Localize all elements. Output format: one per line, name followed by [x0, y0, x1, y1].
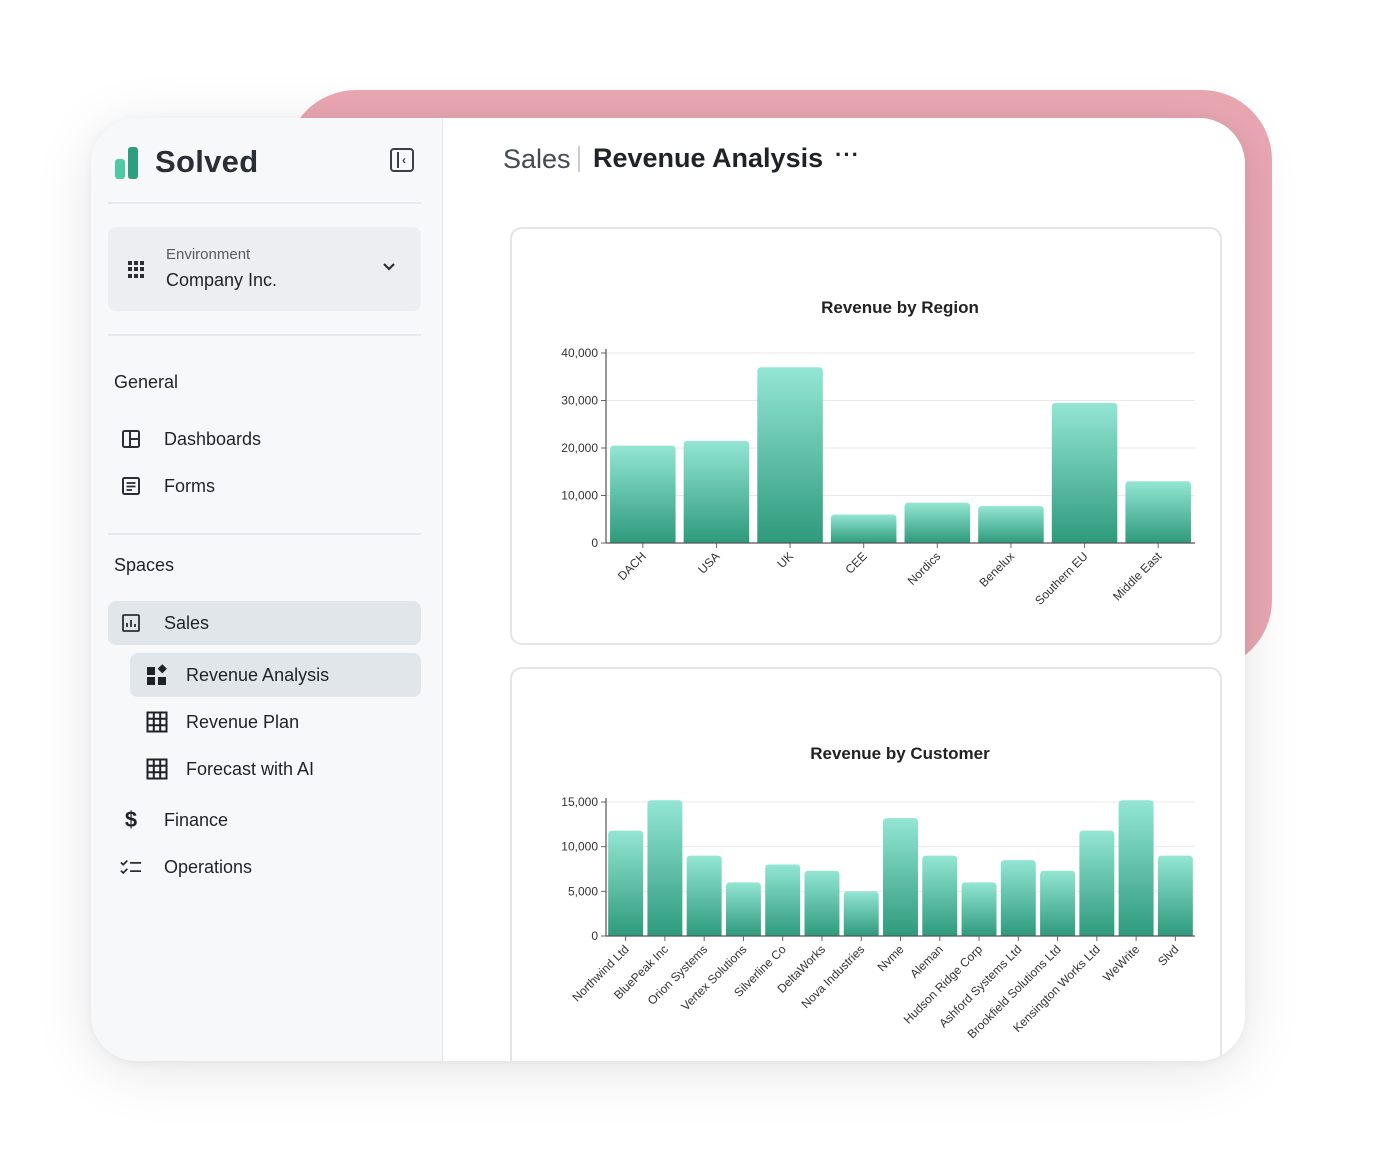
bar[interactable] [610, 445, 676, 543]
x-tick-label: UK [774, 549, 796, 571]
bar[interactable] [1051, 402, 1118, 543]
sidebar-item-forms[interactable]: Forms [108, 464, 421, 508]
sidebar-item-label: Dashboards [164, 428, 262, 449]
sidebar-item-forecast-with-ai[interactable]: Forecast with AI [130, 747, 421, 791]
sidebar-item-label: Forms [164, 475, 215, 496]
breadcrumb[interactable]: Sales [503, 144, 571, 174]
divider [108, 334, 421, 336]
breadcrumb-separator [578, 146, 580, 172]
sidebar-item-label: Operations [164, 856, 253, 877]
x-tick-label: Slvd [1155, 942, 1181, 968]
sidebar-item-operations[interactable]: Operations [108, 845, 421, 889]
bar[interactable] [978, 505, 1044, 543]
bar[interactable] [1118, 800, 1154, 936]
bar[interactable] [922, 855, 958, 936]
chart-title: Revenue by Customer [810, 744, 990, 763]
x-tick-label: Nordics [905, 549, 944, 588]
chart-revenue-by-region: Revenue by Region 0 10,000 20,000 30,000 40,0… [561, 298, 1195, 608]
x-tick-label: Southern EU [1032, 549, 1090, 607]
brand: Solved [115, 144, 258, 180]
bar[interactable] [1000, 860, 1036, 936]
checklist-icon [120, 856, 142, 878]
y-tick-label: 10,000 [561, 840, 598, 854]
bar[interactable] [830, 514, 897, 544]
bar[interactable] [765, 864, 801, 936]
bar[interactable] [725, 882, 761, 936]
environment-value: Company Inc. [166, 270, 278, 290]
sidebar-item-revenue-plan[interactable]: Revenue Plan [130, 700, 421, 744]
sidebar-item-label: Revenue Plan [186, 711, 300, 732]
more-options-icon[interactable]: ··· [835, 142, 860, 167]
bar[interactable] [961, 882, 997, 936]
page-title: Revenue Analysis [593, 143, 824, 173]
x-tick-label: Aleman [907, 942, 946, 981]
bar[interactable] [1040, 870, 1076, 936]
x-tick-label: USA [695, 549, 722, 576]
app-window: Solved ‹ Environment Company Inc. Genera… [91, 118, 1245, 1061]
section-title-general: General [114, 372, 179, 392]
brand-logo-icon [115, 145, 141, 179]
environment-selector[interactable]: Environment Company Inc. [108, 227, 421, 311]
x-tick-label: Benelux [976, 549, 1017, 590]
bar-chart-icon [120, 612, 142, 634]
chart-revenue-by-customer: Revenue by Customer05,00010,00015,000Nor… [561, 744, 1195, 1041]
dashboard-icon [120, 428, 142, 450]
bar[interactable] [1079, 830, 1115, 936]
bar[interactable] [804, 870, 840, 936]
y-tick-label: 15,000 [561, 795, 598, 809]
chart-title: Revenue by Region [821, 298, 979, 317]
bar[interactable] [647, 800, 683, 936]
grid-icon [128, 261, 145, 278]
widgets-icon [146, 664, 168, 686]
chevron-down-icon [382, 256, 396, 277]
x-tick-label: WeWrite [1100, 942, 1142, 984]
collapse-sidebar-icon[interactable]: ‹ [390, 148, 414, 172]
bar[interactable] [904, 502, 971, 543]
y-tick-label: 0 [591, 536, 598, 550]
bar[interactable] [843, 891, 879, 936]
y-tick-label: 0 [591, 929, 598, 943]
table-icon [146, 758, 168, 780]
bar[interactable] [1125, 481, 1191, 543]
sidebar-item-sales[interactable]: Sales [108, 601, 421, 645]
bar[interactable] [683, 440, 750, 543]
bar[interactable] [757, 367, 823, 543]
sidebar-item-label: Sales [164, 612, 210, 633]
x-tick-label: DACH [615, 549, 649, 583]
x-tick-label: CEE [842, 549, 869, 576]
y-tick-label: 5,000 [568, 884, 598, 898]
brand-name: Solved [155, 144, 259, 179]
divider [108, 202, 421, 204]
y-tick-label: 30,000 [561, 394, 598, 408]
y-tick-label: 10,000 [561, 489, 598, 503]
x-tick-label: Middle East [1110, 549, 1165, 604]
sidebar: Solved ‹ Environment Company Inc. Genera… [91, 118, 443, 1061]
sidebar-item-dashboards[interactable]: Dashboards [108, 417, 421, 461]
sidebar-item-label: Forecast with AI [186, 758, 315, 779]
form-icon [120, 475, 142, 497]
bar[interactable] [608, 830, 644, 936]
bar[interactable] [883, 818, 918, 936]
sidebar-item-revenue-analysis[interactable]: Revenue Analysis [130, 653, 421, 697]
section-title-spaces: Spaces [114, 555, 175, 575]
table-icon [146, 711, 168, 733]
sidebar-item-label: Finance [164, 809, 229, 830]
bar[interactable] [1157, 855, 1193, 936]
y-tick-label: 40,000 [561, 346, 598, 360]
sidebar-item-finance[interactable]: $ Finance [108, 798, 421, 842]
environment-label: Environment [166, 246, 251, 263]
y-tick-label: 20,000 [561, 441, 598, 455]
chart-card-revenue-by-customer: Revenue by Customer 0 5,000 10,000 15,000 Nor… [510, 667, 1222, 1061]
x-tick-label: Nvme [875, 942, 907, 974]
divider [108, 533, 421, 535]
main-content: Sales Revenue Analysis ··· Revenue by Re… [443, 118, 1245, 1061]
chart-card-revenue-by-region: Revenue by Region 0 10,000 20,000 30,000 40,0… [510, 227, 1222, 645]
dollar-icon: $ [124, 807, 138, 832]
bar[interactable] [686, 855, 722, 936]
sidebar-item-label: Revenue Analysis [186, 664, 330, 685]
